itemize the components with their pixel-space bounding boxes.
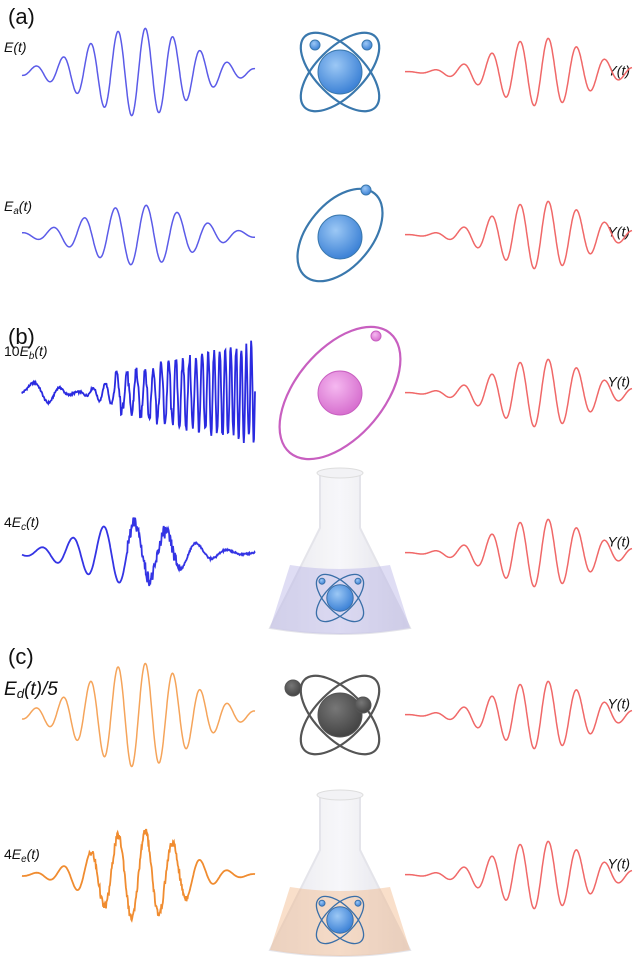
waveform bbox=[405, 38, 632, 105]
electron bbox=[355, 900, 361, 906]
label-prefix: 4 bbox=[4, 846, 12, 862]
panel-label: (a) bbox=[8, 4, 35, 29]
flask bbox=[270, 790, 410, 956]
nucleus bbox=[318, 50, 362, 94]
atom-icon bbox=[281, 173, 399, 297]
waveform bbox=[22, 518, 255, 586]
waveform bbox=[22, 205, 255, 264]
electron bbox=[310, 40, 320, 50]
nucleus bbox=[318, 371, 362, 415]
output-label: Y(t) bbox=[607, 374, 630, 390]
flask-rim bbox=[317, 790, 363, 800]
electron bbox=[319, 900, 325, 906]
waveform bbox=[22, 28, 255, 115]
input-label: 4Ee(t) bbox=[4, 846, 40, 865]
waveform bbox=[405, 681, 632, 748]
label-argument: (t) bbox=[19, 198, 32, 214]
electron bbox=[371, 331, 381, 341]
label-symbol: E bbox=[4, 679, 17, 700]
input-label: 4Ec(t) bbox=[4, 514, 39, 533]
electron bbox=[355, 697, 371, 713]
electron bbox=[362, 40, 372, 50]
waveform bbox=[405, 359, 632, 426]
flask-rim bbox=[317, 468, 363, 478]
input-label: 10Eb(t) bbox=[4, 343, 48, 362]
label-argument: (t) bbox=[27, 846, 40, 862]
waveform bbox=[22, 830, 255, 921]
label-argument: (t) bbox=[34, 343, 47, 359]
label-prefix: 4 bbox=[4, 514, 12, 530]
atom-icon bbox=[288, 20, 393, 125]
waveform bbox=[405, 519, 632, 586]
electron bbox=[319, 578, 325, 584]
waveform bbox=[405, 201, 632, 268]
nucleus bbox=[327, 585, 353, 611]
electron bbox=[361, 185, 371, 195]
electron bbox=[285, 680, 301, 696]
nucleus bbox=[327, 907, 353, 933]
input-label: E(t) bbox=[4, 39, 27, 55]
label-prefix: 10 bbox=[4, 343, 20, 359]
figure: (a)E(t)Y(t)Ea(t)Y(t)(b)10Eb(t)Y(t)4Ec(t)… bbox=[0, 0, 636, 959]
nucleus bbox=[318, 215, 362, 259]
input-label: Ea(t) bbox=[4, 198, 32, 217]
label-argument: (t)/5 bbox=[24, 679, 58, 700]
label-argument: (t) bbox=[26, 514, 39, 530]
output-label: Y(t) bbox=[607, 534, 630, 550]
nucleus bbox=[318, 693, 362, 737]
label-argument: (t) bbox=[13, 39, 26, 55]
electron bbox=[355, 578, 361, 584]
atom-icon bbox=[256, 305, 424, 481]
atom-icon bbox=[285, 663, 392, 768]
output-label: Y(t) bbox=[607, 696, 630, 712]
output-label: Y(t) bbox=[607, 856, 630, 872]
panel-label: (c) bbox=[8, 644, 34, 669]
waveform bbox=[22, 341, 255, 443]
flask bbox=[270, 468, 410, 634]
waveform bbox=[405, 841, 632, 908]
input-label: Ed(t)/5 bbox=[4, 679, 58, 701]
